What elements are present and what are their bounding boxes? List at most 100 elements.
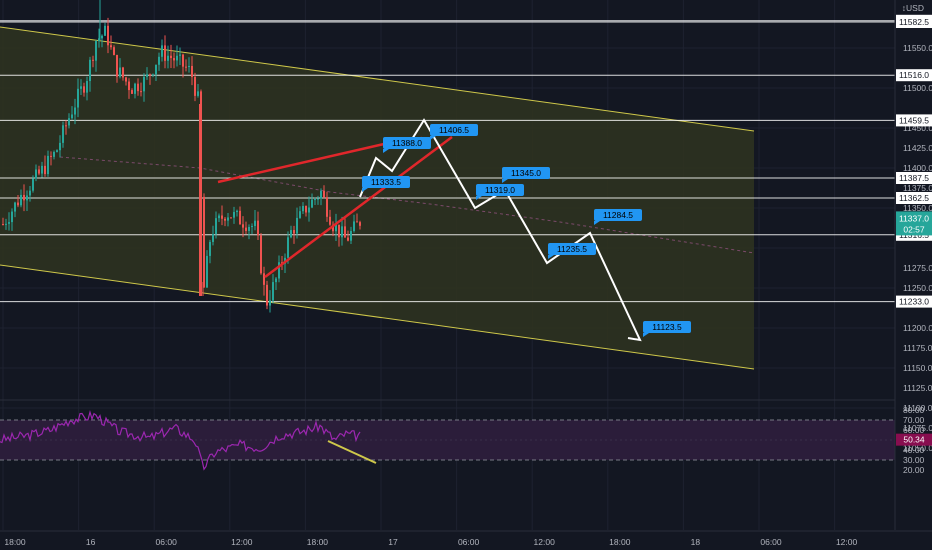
candle-body <box>215 218 217 235</box>
projection-label-box <box>430 124 478 136</box>
projection-label: 11123.5 <box>643 321 691 337</box>
candle-body <box>47 155 49 175</box>
rsi-tick: 70.00 <box>903 415 925 425</box>
candle-body <box>83 86 85 93</box>
candle-body <box>293 230 295 234</box>
candle-body <box>323 190 325 198</box>
wedge-lower-line <box>264 135 453 279</box>
price-tick: 11250.0 <box>903 283 932 293</box>
candle-body <box>308 207 310 213</box>
candle-body <box>98 38 100 42</box>
candle-body <box>161 45 163 57</box>
candle-body <box>131 90 133 94</box>
candle-body <box>278 262 280 279</box>
price-tick: 11550.0 <box>903 43 932 53</box>
price-tick: 11050.0 <box>903 443 932 453</box>
rsi-tick: 60.00 <box>903 425 925 435</box>
candle-body <box>143 76 145 92</box>
price-tick: 11500.0 <box>903 83 932 93</box>
price-tick: 11350.0 <box>903 203 932 213</box>
price-tick: 11175.0 <box>903 343 932 353</box>
projection-label-text: 11388.0 <box>392 138 422 148</box>
candle-body <box>179 54 181 56</box>
candle-body <box>2 224 4 225</box>
candle-body <box>194 76 196 96</box>
candle-body <box>182 54 184 67</box>
candle-body <box>287 237 289 258</box>
price-tick: 11275.0 <box>903 263 932 273</box>
rsi-tick: 30.00 <box>903 455 925 465</box>
projection-label: 11388.0 <box>383 137 431 153</box>
candle-body <box>71 114 73 119</box>
candle-body <box>218 215 220 219</box>
candle-body <box>17 202 19 206</box>
candle-body <box>74 107 76 115</box>
candle-body <box>290 230 292 238</box>
time-tick: 12:00 <box>231 537 253 547</box>
projection-label-box <box>594 209 642 221</box>
projection-label-box <box>548 243 596 255</box>
candle-body <box>173 58 175 61</box>
candle-body <box>212 234 214 242</box>
level-price-box <box>896 114 932 127</box>
candle-body <box>107 25 109 46</box>
candle-body <box>199 104 202 296</box>
candle-body <box>125 77 127 82</box>
candle-body <box>29 190 31 196</box>
projection-label-text: 11284.5 <box>603 210 633 220</box>
level-price-box <box>896 295 932 308</box>
candle-body <box>8 222 10 224</box>
rsi-line <box>0 409 361 471</box>
time-tick: 06:00 <box>458 537 480 547</box>
candle-body <box>155 64 157 75</box>
time-tick: 12:00 <box>836 537 858 547</box>
candle-body <box>236 210 238 213</box>
projection-label-pointer <box>502 179 508 183</box>
candle-body <box>248 226 250 231</box>
candle-body <box>254 220 256 227</box>
candle-body <box>245 227 247 231</box>
candle-body <box>197 91 199 96</box>
time-tick: 17 <box>388 537 398 547</box>
projection-label-box <box>502 167 550 179</box>
candle-body <box>80 86 82 89</box>
time-tick: 18:00 <box>4 537 26 547</box>
candle-body <box>188 65 190 68</box>
time-tick: 12:00 <box>534 537 556 547</box>
candle-body <box>104 25 106 36</box>
projection-label-pointer <box>643 333 649 337</box>
candle-body <box>44 165 46 175</box>
candle-body <box>41 165 43 174</box>
level-price-text: 11233.0 <box>899 297 929 307</box>
candle-body <box>191 65 193 77</box>
candle-body <box>14 202 16 212</box>
candle-body <box>332 224 334 232</box>
candle-body <box>320 190 322 199</box>
projection-label-pointer <box>430 136 436 140</box>
rsi-value-text: 50.34 <box>903 435 925 445</box>
level-price-box <box>896 172 932 184</box>
projection-label-text: 11123.5 <box>652 322 682 332</box>
candle-body <box>230 217 232 219</box>
level-price-text: 11516.0 <box>899 70 929 80</box>
rsi-tick: 20.00 <box>903 465 925 475</box>
candle-body <box>134 83 136 94</box>
channel-upper-line <box>0 26 755 132</box>
candle-body <box>128 81 130 91</box>
wedge-upper-line <box>217 142 385 184</box>
candle-body <box>50 155 52 157</box>
candle-body <box>56 150 58 152</box>
candle-body <box>92 59 94 61</box>
time-tick: 16 <box>86 537 96 547</box>
candle-body <box>176 55 178 61</box>
projection-label-pointer <box>548 255 554 259</box>
projection-label-pointer <box>362 188 368 192</box>
candle-body <box>311 199 313 208</box>
candle-body <box>119 67 121 77</box>
candle-body <box>329 216 331 225</box>
price-tick: 11400.0 <box>903 163 932 173</box>
price-tick: 11200.0 <box>903 323 932 333</box>
candle-body <box>77 88 79 108</box>
